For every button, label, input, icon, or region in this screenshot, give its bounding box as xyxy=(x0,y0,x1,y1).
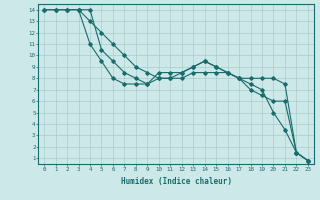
X-axis label: Humidex (Indice chaleur): Humidex (Indice chaleur) xyxy=(121,177,231,186)
